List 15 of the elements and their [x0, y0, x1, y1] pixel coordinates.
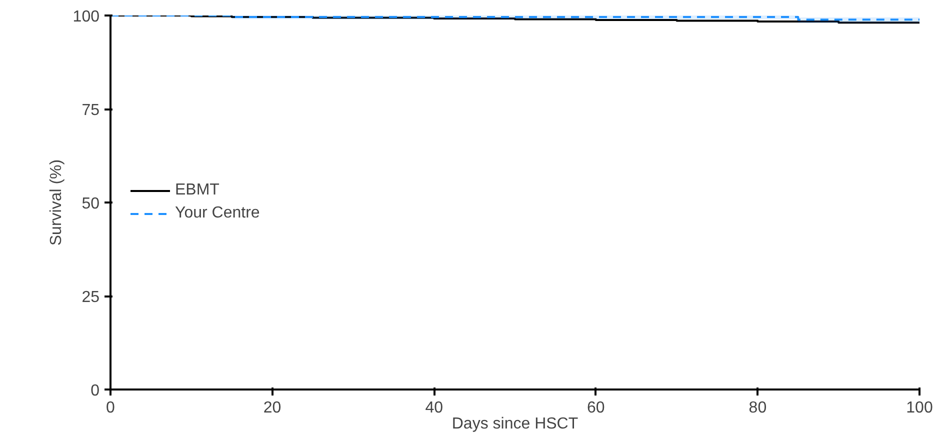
- x-axis-title: Days since HSCT: [452, 416, 578, 432]
- y-tick-label: 75: [82, 102, 100, 119]
- y-tick-label: 25: [82, 289, 100, 306]
- legend-label: EBMT: [175, 182, 220, 200]
- y-tick-label: 100: [72, 8, 100, 26]
- x-tick-label: 40: [425, 400, 444, 416]
- x-tick-label: 80: [748, 400, 767, 416]
- legend-label: Your Centre: [175, 204, 260, 222]
- y-tick-label: 50: [82, 196, 100, 212]
- x-tick-label: 0: [106, 400, 116, 416]
- x-tick-label: 20: [263, 400, 282, 416]
- x-tick-label: 100: [906, 400, 933, 416]
- x-tick-label: 60: [587, 400, 605, 416]
- y-tick-label: 0: [90, 382, 100, 400]
- y-axis-title: Survival (%): [48, 159, 65, 246]
